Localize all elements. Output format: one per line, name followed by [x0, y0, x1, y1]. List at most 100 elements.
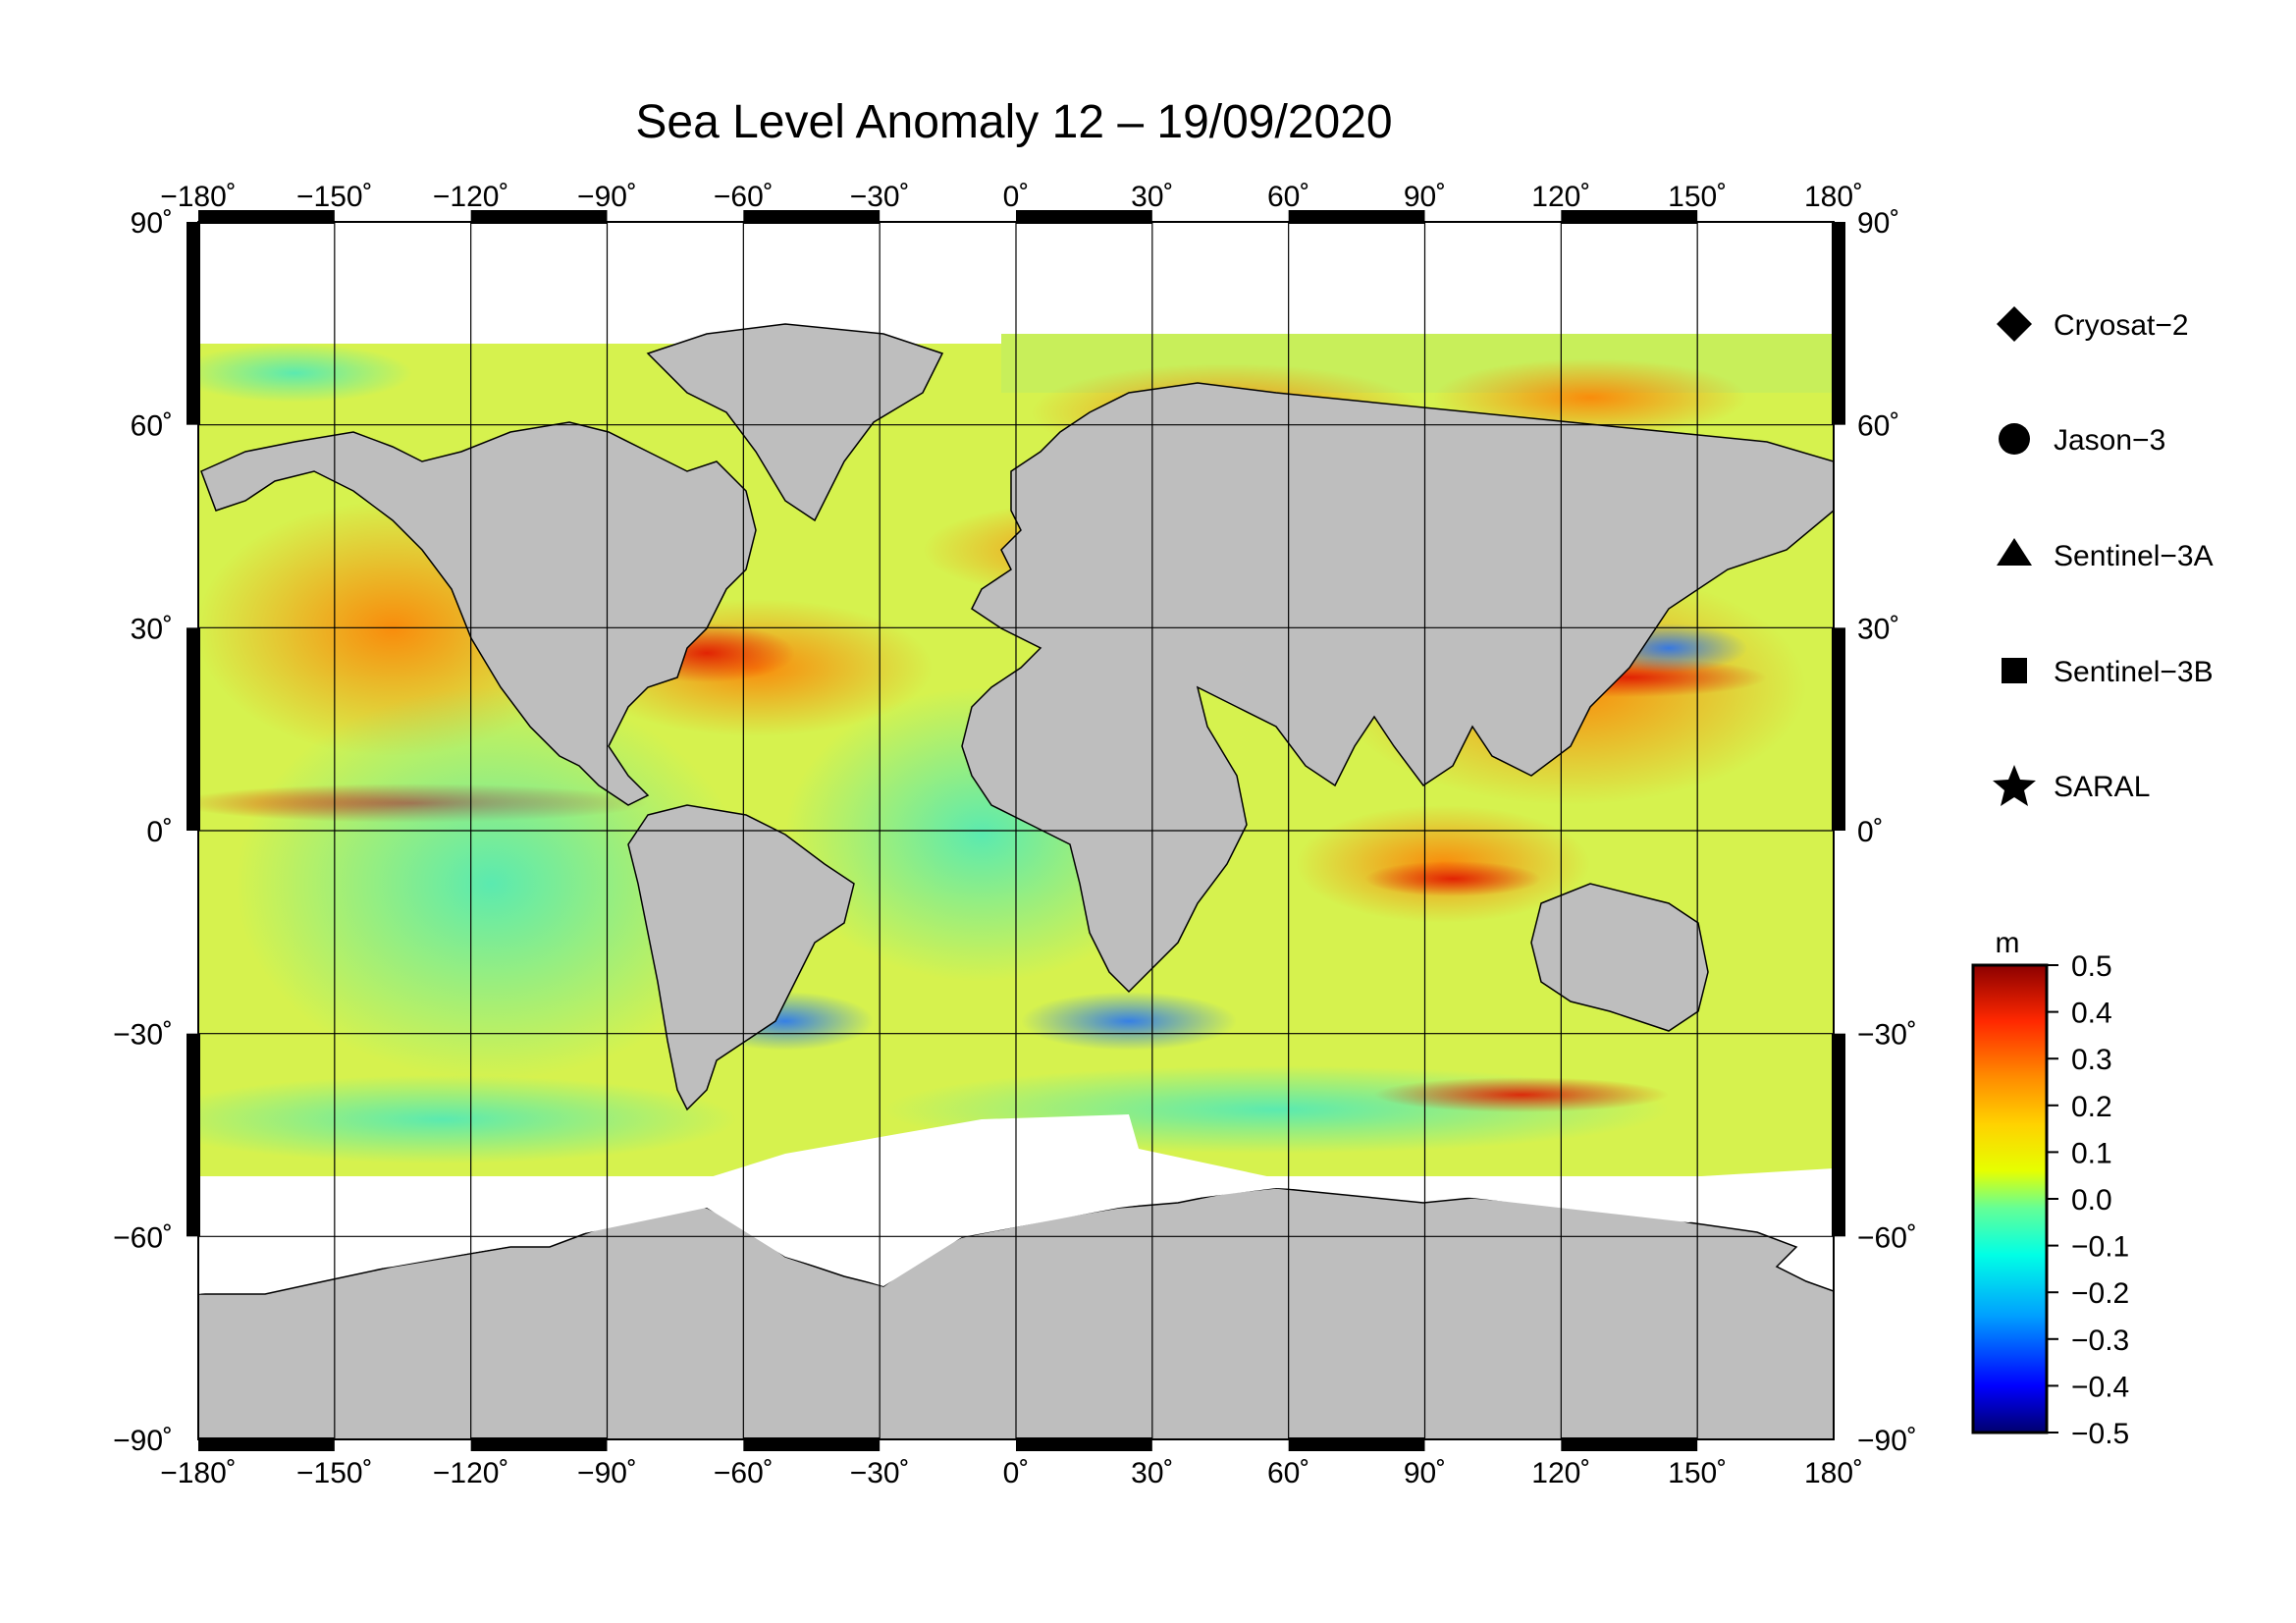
lon-tick-label: −180˚ [160, 1457, 237, 1489]
colorbar-tick-label: 0.3 [2071, 1044, 2112, 1076]
lon-tick-label: 90˚ [1404, 1457, 1446, 1489]
lon-tick-label: 180˚ [1804, 181, 1863, 213]
frame-bar [1832, 627, 1845, 831]
lon-tick-label: 60˚ [1267, 1457, 1309, 1489]
lon-tick-label: 120˚ [1531, 181, 1590, 213]
frame-bar [1016, 1437, 1152, 1451]
colorbar-tick-label: 0.5 [2071, 950, 2112, 983]
frame-bar [1832, 222, 1845, 425]
colorbar-tick-label: 0.2 [2071, 1091, 2112, 1123]
lat-tick-label: 60˚ [131, 410, 173, 443]
legend-item-sentinel-3a: Sentinel−3A [1997, 538, 2214, 572]
frame-bar [1288, 210, 1425, 224]
lon-tick-label: 60˚ [1267, 181, 1309, 213]
lon-tick-label: 30˚ [1131, 181, 1173, 213]
frame-bar [470, 210, 608, 224]
frame-bar [187, 627, 200, 831]
lon-tick-label: −120˚ [433, 181, 509, 213]
satellite-legend: Cryosat−2 Jason−3 Sentinel−3A Sentinel−3… [1993, 306, 2214, 806]
colorbar-unit: m [1996, 927, 2020, 959]
anomaly-patch [198, 344, 412, 403]
lon-ticks-bottom: −180˚ −150˚ −120˚ −90˚ −60˚ −30˚ 0˚ 30˚ 60˚ 90˚ 12… [160, 1457, 1863, 1489]
greenland [646, 323, 944, 522]
frame-bar [187, 1033, 200, 1237]
map-title: Sea Level Anomaly 12 – 19/09/2020 [635, 96, 1392, 148]
lat-tick-label: 30˚ [131, 613, 173, 645]
colorbar-tick-label: 0.4 [2071, 998, 2112, 1030]
lat-tick-label: 90˚ [131, 207, 173, 240]
triangle-icon [1997, 538, 2032, 566]
anomaly-patches [198, 344, 1806, 1163]
lon-tick-label: −150˚ [296, 1457, 373, 1489]
colorbar-tick-label: −0.1 [2071, 1231, 2129, 1264]
lon-tick-label: 90˚ [1404, 181, 1446, 213]
lat-tick-label: −60˚ [113, 1221, 173, 1254]
lon-tick-label: 30˚ [1131, 1457, 1173, 1489]
legend-item-saral: SARAL [1993, 765, 2150, 806]
lon-tick-label: 150˚ [1668, 1457, 1727, 1489]
lat-tick-label: 90˚ [1857, 207, 1899, 240]
lon-tick-label: −150˚ [296, 181, 373, 213]
frame-bar [743, 210, 881, 224]
lon-tick-label: −30˚ [850, 1457, 910, 1489]
legend-label: Sentinel−3A [2054, 540, 2214, 572]
lon-tick-label: −30˚ [850, 181, 910, 213]
lat-tick-label: −90˚ [113, 1425, 173, 1457]
legend-item-sentinel-3b: Sentinel−3B [2002, 656, 2214, 688]
legend-label: SARAL [2054, 771, 2150, 803]
lon-tick-label: −180˚ [160, 181, 237, 213]
colorbar-tick-label: −0.3 [2071, 1325, 2129, 1357]
lon-tick-label: 150˚ [1668, 181, 1727, 213]
colorbar: m 0.5 0.4 0.3 0.2 0.1 0.0 −0.1 −0.2 −0.3 −0.4 −0.5 [1971, 927, 2129, 1450]
frame-bar [1561, 1437, 1698, 1451]
map-plot-area [198, 222, 1834, 1439]
legend-label: Jason−3 [2054, 424, 2165, 457]
frame-bar [470, 1437, 608, 1451]
colorbar-tick-label: 0.1 [2071, 1137, 2112, 1169]
anomaly-patch [198, 1075, 736, 1163]
lon-tick-label: −60˚ [714, 1457, 774, 1489]
lat-ticks-left: 90˚ 60˚ 30˚ 0˚ −30˚ −60˚ −90˚ [113, 207, 173, 1457]
lon-ticks-top: −180˚ −150˚ −120˚ −90˚ −60˚ −30˚ 0˚ 30˚ 60˚ 90˚ 12… [160, 181, 1863, 213]
legend-label: Sentinel−3B [2054, 656, 2214, 688]
frame-bar [1016, 210, 1152, 224]
frame-bar [187, 222, 200, 425]
frame-bar [1561, 210, 1698, 224]
eurasia-africa [961, 382, 1834, 994]
lat-ticks-right: 90˚ 60˚ 30˚ 0˚ −30˚ −60˚ −90˚ [1857, 207, 1917, 1457]
lat-tick-label: 30˚ [1857, 613, 1899, 645]
lat-tick-label: 60˚ [1857, 410, 1899, 443]
lat-tick-label: −30˚ [113, 1019, 173, 1052]
legend-item-cryosat: Cryosat−2 [1997, 306, 2189, 342]
lon-tick-label: −90˚ [577, 1457, 637, 1489]
legend-label: Cryosat−2 [2054, 309, 2189, 342]
frame-bar [1288, 1437, 1425, 1451]
colorbar-tick-label: −0.4 [2071, 1371, 2129, 1403]
lat-tick-label: 0˚ [1857, 816, 1884, 848]
lon-tick-label: 0˚ [1003, 1457, 1030, 1489]
north-america [200, 421, 757, 806]
map-frame [187, 210, 1845, 1451]
legend-item-jason: Jason−3 [1999, 423, 2165, 457]
diamond-icon [1997, 306, 2032, 342]
frame-bar [198, 210, 335, 224]
colorbar-tick-label: 0.0 [2071, 1184, 2112, 1217]
anomaly-patch [1374, 1077, 1669, 1112]
colorbar-ticks: 0.5 0.4 0.3 0.2 0.1 0.0 −0.1 −0.2 −0.3 −0.4 −0.5 [2047, 950, 2129, 1450]
graticule [198, 222, 1834, 1439]
anomaly-patch [1021, 992, 1237, 1051]
lon-tick-label: −120˚ [433, 1457, 509, 1489]
lon-tick-label: 180˚ [1804, 1457, 1863, 1489]
anomaly-patch [1364, 861, 1541, 896]
frame-bar [198, 1437, 335, 1451]
lat-tick-label: −60˚ [1857, 1221, 1917, 1254]
frame-bar [1832, 1033, 1845, 1237]
lat-tick-label: −30˚ [1857, 1019, 1917, 1052]
lon-tick-label: 120˚ [1531, 1457, 1590, 1489]
lon-tick-label: 0˚ [1003, 181, 1030, 213]
colorbar-tick-label: −0.5 [2071, 1418, 2129, 1450]
colorbar-tick-label: −0.2 [2071, 1277, 2129, 1310]
lat-tick-label: 0˚ [146, 816, 173, 848]
frame-bar [743, 1437, 881, 1451]
